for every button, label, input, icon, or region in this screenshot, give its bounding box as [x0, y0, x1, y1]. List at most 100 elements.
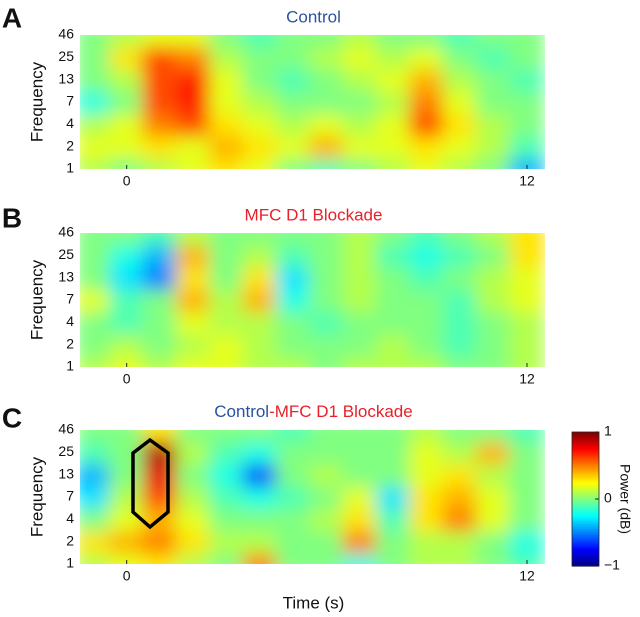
- cell: [142, 112, 178, 137]
- y-axis-label: Frequency: [27, 61, 46, 142]
- colorbar-step: [572, 515, 599, 519]
- cell: [409, 134, 445, 159]
- cell: [175, 287, 212, 313]
- cell: [475, 67, 512, 92]
- cell: [80, 134, 112, 159]
- cell: [275, 35, 312, 48]
- cell: [175, 265, 212, 290]
- cell: [109, 440, 145, 465]
- x-tick-label: 0: [123, 568, 131, 584]
- cell: [509, 529, 545, 554]
- y-tick-label: 7: [66, 93, 74, 109]
- cell: [209, 35, 245, 48]
- cell: [80, 310, 112, 335]
- colorbar-step: [572, 434, 599, 437]
- cell: [442, 529, 478, 554]
- cell: [342, 354, 378, 367]
- cell: [442, 35, 478, 48]
- colorbar-step: [572, 459, 599, 462]
- cell: [342, 243, 378, 268]
- y-tick-label: 4: [66, 313, 74, 329]
- cell: [475, 287, 512, 313]
- cell: [175, 332, 212, 357]
- cell: [475, 89, 512, 115]
- cell: [209, 233, 245, 246]
- cell: [209, 45, 245, 70]
- cell: [475, 354, 512, 367]
- cell: [80, 233, 112, 246]
- cell: [475, 551, 512, 564]
- colorbar-tick-label: −1: [604, 557, 620, 573]
- cell: [242, 551, 278, 564]
- x-axis-label: Time (s): [283, 593, 345, 612]
- cell: [275, 440, 312, 465]
- cell: [375, 551, 412, 564]
- cell: [509, 551, 545, 564]
- cell: [342, 265, 378, 290]
- cell: [209, 484, 245, 510]
- cell: [442, 233, 478, 246]
- y-tick-label: 2: [66, 137, 74, 153]
- colorbar-step: [572, 436, 599, 439]
- cell: [142, 67, 178, 92]
- cell: [309, 89, 345, 115]
- cell: [175, 462, 212, 487]
- colorbar-step: [572, 501, 599, 504]
- cell: [342, 112, 378, 137]
- colorbar-step: [572, 540, 599, 544]
- cell: [442, 430, 478, 443]
- cell: [80, 265, 112, 290]
- cell: [509, 354, 545, 367]
- y-tick-label: 1: [66, 160, 74, 176]
- cell: [309, 243, 345, 268]
- cell: [275, 462, 312, 487]
- cell: [175, 134, 212, 159]
- cell: [275, 332, 312, 357]
- colorbar-step: [572, 438, 599, 441]
- cell: [342, 430, 378, 443]
- cell: [309, 265, 345, 290]
- panel-label: C: [2, 402, 22, 433]
- cell: [509, 89, 545, 115]
- cell: [375, 287, 412, 313]
- cell: [375, 529, 412, 554]
- cell: [475, 484, 512, 510]
- cell: [475, 529, 512, 554]
- colorbar-step: [572, 444, 599, 448]
- colorbar: 1 0 −1: [571, 423, 620, 573]
- cell: [175, 35, 212, 48]
- cell: [109, 45, 145, 70]
- cell: [342, 551, 378, 564]
- cell: [309, 35, 345, 48]
- cell: [442, 354, 478, 367]
- cell: [80, 507, 112, 532]
- cell: [109, 529, 145, 554]
- colorbar-step: [572, 551, 599, 555]
- y-tick-label: 7: [66, 291, 74, 307]
- cell: [242, 35, 278, 48]
- colorbar-tick-label: 0: [604, 490, 612, 506]
- cell: [309, 332, 345, 357]
- colorbar-step: [572, 463, 599, 467]
- cell: [175, 45, 212, 70]
- cell: [309, 156, 345, 169]
- cell: [109, 310, 145, 335]
- cell: [109, 243, 145, 268]
- cell: [109, 265, 145, 290]
- cell: [109, 233, 145, 246]
- cell: [142, 287, 178, 313]
- colorbar-step: [572, 432, 599, 435]
- cell: [80, 287, 112, 313]
- colorbar-step: [572, 440, 599, 444]
- cell: [242, 507, 278, 532]
- cell: [209, 287, 245, 313]
- cell: [242, 529, 278, 554]
- colorbar-step: [572, 442, 599, 446]
- cell: [475, 134, 512, 159]
- cell: [109, 462, 145, 487]
- cell: [142, 134, 178, 159]
- title-part: -MFC D1 Blockade: [269, 402, 413, 421]
- y-axis-label: Frequency: [27, 259, 46, 340]
- cell: [509, 507, 545, 532]
- cell: [209, 89, 245, 115]
